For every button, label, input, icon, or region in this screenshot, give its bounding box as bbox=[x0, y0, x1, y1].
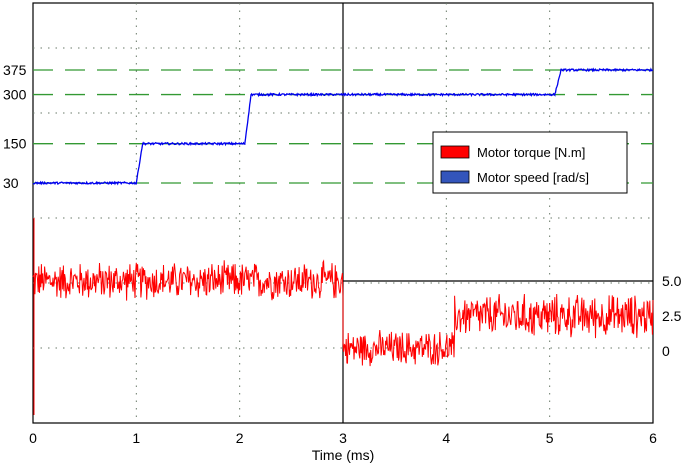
legend-swatch-torque bbox=[440, 145, 470, 159]
left-tick-label: 30 bbox=[3, 175, 19, 191]
left-tick-label: 300 bbox=[3, 87, 27, 103]
right-tick-label: 2.5 bbox=[662, 308, 682, 324]
legend: Motor torque [N.m] Motor speed [rad/s] bbox=[432, 131, 628, 194]
x-tick-label: 5 bbox=[546, 430, 554, 446]
x-axis-label: Time (ms) bbox=[312, 447, 374, 463]
speed-series-line bbox=[32, 67, 654, 186]
legend-label-torque: Motor torque [N.m] bbox=[477, 145, 585, 160]
series-group bbox=[32, 67, 654, 415]
x-tick-label: 4 bbox=[442, 430, 450, 446]
x-tick-label: 0 bbox=[29, 430, 37, 446]
right-tick-label: 0 bbox=[662, 343, 670, 359]
legend-swatch-speed bbox=[440, 170, 470, 184]
axes bbox=[342, 3, 653, 423]
left-tick-label: 375 bbox=[3, 62, 27, 78]
torque-series-line bbox=[32, 259, 654, 367]
x-tick-label: 3 bbox=[339, 430, 347, 446]
tick-labels: 0 1 2 3 4 5 6 375 300 150 30 5.0 2.5 0 bbox=[3, 62, 682, 446]
grid bbox=[33, 3, 653, 423]
right-tick-label: 5.0 bbox=[662, 273, 682, 289]
x-tick-label: 1 bbox=[132, 430, 140, 446]
x-tick-label: 2 bbox=[236, 430, 244, 446]
left-tick-label: 150 bbox=[3, 136, 27, 152]
x-tick-label: 6 bbox=[649, 430, 657, 446]
legend-label-speed: Motor speed [rad/s] bbox=[477, 170, 589, 185]
